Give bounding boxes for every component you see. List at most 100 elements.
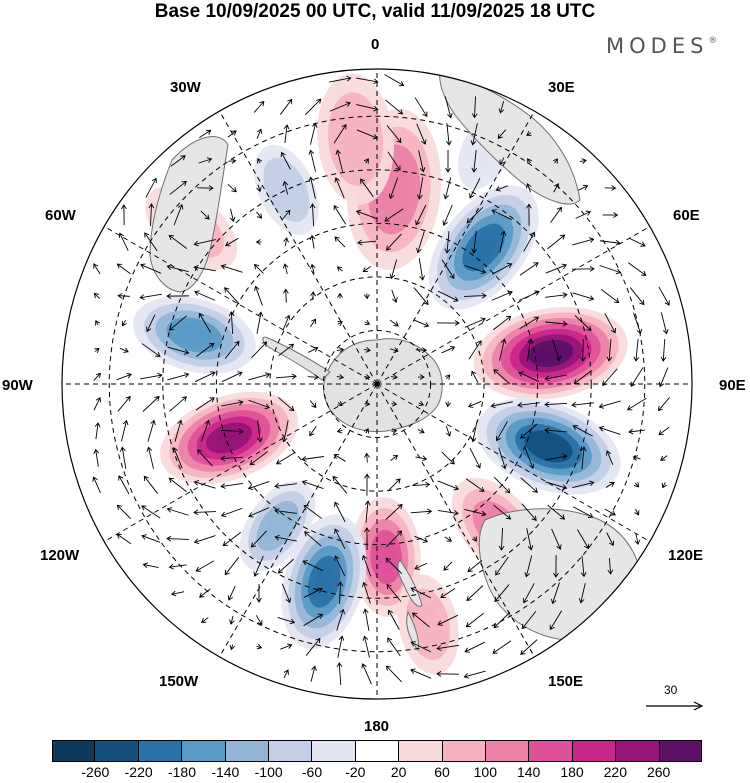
wind-arrow — [410, 508, 433, 515]
lon-label-180: 180 — [364, 718, 390, 735]
brand-name: MODES — [606, 34, 709, 58]
wind-arrow — [168, 563, 187, 570]
antarctica-outline — [323, 338, 443, 433]
map-title: Base 10/09/2025 00 UTC, valid 11/09/2025… — [154, 1, 596, 22]
wind-arrow — [517, 401, 540, 408]
brand-logo: MODES® — [606, 34, 717, 58]
wind-arrow — [414, 562, 428, 570]
wind-arrow — [167, 346, 190, 355]
wind-arrow — [221, 399, 244, 407]
wind-arrow — [335, 149, 344, 172]
wind-arrow — [310, 665, 317, 682]
wind-arrow — [660, 455, 668, 461]
wind-arrow — [553, 554, 559, 578]
wind-arrow — [464, 265, 487, 275]
wind-arrow — [336, 662, 343, 686]
wind-arrow — [552, 339, 561, 362]
wind-arrow — [141, 505, 161, 519]
anomaly-pos-north2 — [317, 73, 394, 205]
wind-arrow — [579, 338, 586, 362]
wind-arrow — [253, 263, 264, 274]
wind-arrow — [495, 421, 508, 442]
wind-arrow — [304, 98, 322, 116]
wind-arrow — [413, 287, 429, 306]
wind-arrow — [305, 637, 321, 656]
wind-arrow — [411, 612, 430, 628]
wind-arrow — [309, 400, 317, 409]
wind-arrow — [275, 451, 296, 465]
wind-arrow — [118, 475, 130, 495]
meridian-line — [103, 383, 378, 542]
wind-arrow — [224, 340, 240, 359]
latitude-circle — [162, 169, 592, 599]
wind-arrow — [228, 158, 237, 164]
wind-arrow — [577, 529, 590, 550]
wind-arrow — [493, 476, 511, 494]
wind-arrow — [602, 368, 618, 386]
pole-marker — [374, 381, 380, 387]
wind-arrow — [307, 374, 320, 380]
wind-arrow — [117, 395, 131, 412]
wind-arrow — [443, 177, 452, 200]
wind-arrow — [224, 287, 240, 305]
wind-arrow — [385, 233, 402, 251]
wind-arrow — [194, 371, 216, 383]
wind-arrow — [302, 560, 324, 572]
lon-label-90w: 90W — [2, 377, 33, 394]
wind-arrow — [169, 180, 187, 195]
anomaly-contour — [537, 345, 565, 362]
wind-arrow — [437, 480, 460, 491]
wind-arrow — [257, 158, 263, 164]
wind-arrow — [116, 263, 131, 275]
lon-label-120w: 120W — [40, 547, 80, 564]
wind-arrow — [417, 177, 424, 200]
wind-arrow — [469, 177, 481, 199]
wind-arrow — [279, 98, 293, 115]
wind-arrow — [545, 263, 568, 274]
wind-arrow — [523, 583, 535, 604]
wind-arrow — [518, 371, 540, 382]
wind-arrow — [201, 617, 209, 623]
wind-arrow — [498, 101, 505, 114]
wind-arrow — [173, 203, 184, 226]
wind-arrow — [410, 668, 432, 679]
wind-arrow — [605, 450, 614, 466]
wind-arrow — [248, 399, 271, 410]
anomaly-contour — [177, 324, 212, 346]
wind-arrow — [116, 372, 132, 381]
wind-arrow — [494, 584, 510, 603]
wind-arrow — [658, 426, 670, 436]
wind-arrow — [526, 338, 533, 361]
wind-arrow — [333, 454, 346, 462]
wind-arrow — [389, 259, 398, 280]
wind-arrow — [227, 130, 237, 138]
wind-arrow — [364, 473, 370, 496]
wind-arrow — [116, 533, 132, 545]
wind-arrow — [387, 478, 401, 492]
wind-arrow — [334, 236, 346, 248]
wind-arrow — [308, 149, 317, 172]
meridian-line — [219, 383, 378, 658]
wind-arrow — [437, 290, 459, 302]
colorbar-swatch — [659, 740, 703, 762]
wind-arrow — [579, 158, 587, 164]
wind-arrow — [599, 264, 622, 275]
wind-arrow — [442, 204, 453, 226]
colorbar-tick-label: -140 — [211, 764, 240, 780]
colorbar-swatch — [399, 740, 443, 762]
wind-arrow — [493, 504, 512, 520]
wind-arrow — [255, 239, 262, 245]
wind-arrow — [632, 455, 641, 461]
latitude-circle — [269, 276, 485, 492]
wind-arrow — [172, 447, 183, 469]
colorbar-swatch — [355, 740, 400, 762]
wind-arrow — [495, 556, 509, 576]
wind-arrow — [544, 427, 567, 434]
wind-arrow — [470, 420, 478, 443]
wind-arrow — [356, 129, 378, 140]
wind-arrow — [604, 508, 616, 516]
wind-arrow — [278, 343, 295, 357]
wind-arrow — [362, 581, 371, 604]
wind-arrow — [418, 150, 426, 173]
latitude-circle — [215, 222, 539, 546]
